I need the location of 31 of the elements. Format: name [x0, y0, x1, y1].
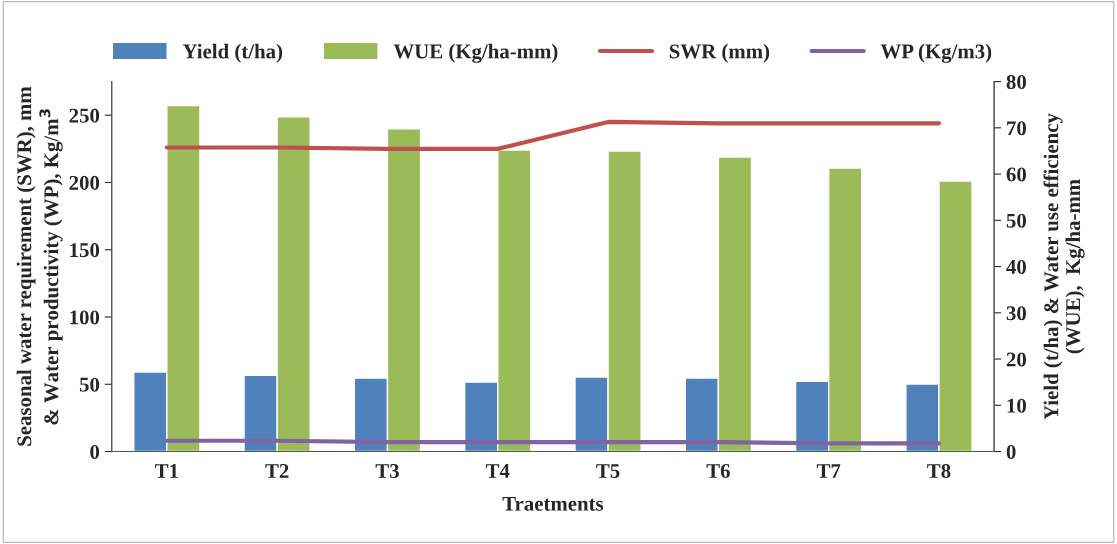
x-tick-label: T7 [816, 464, 841, 478]
y-axis-title: Seasonal water requirement (SWR), mm & Water productivity (WP), Kg/m$^{3}$ [16, 86, 63, 446]
y2-tick-label: 20 [1006, 352, 1026, 367]
y2-tick-label: 70 [1007, 121, 1026, 136]
y-tick-label: 100 [70, 310, 100, 325]
y2-tick-label: 30 [1006, 306, 1026, 321]
x-tick-label: T2 [265, 463, 289, 478]
x-tick-label: T1 [155, 464, 178, 478]
y-tick-label: 0 [90, 444, 100, 459]
y2-tick-label: 50 [1006, 213, 1026, 228]
x-tick-label: T3 [375, 463, 399, 478]
y-tick-label: 150 [70, 243, 100, 258]
legend-label: WP (Kg/m3) [880, 43, 992, 63]
x-axis-title: Traetments [502, 496, 604, 511]
y2-tick-label: 80 [1006, 74, 1026, 90]
x-tick-label: T6 [706, 463, 730, 478]
x-tick-label: T5 [596, 464, 620, 478]
y2-axis-title: Yield (t/ha) & Water use efficiency (WUE), Kg/ha-mm [1043, 113, 1085, 420]
y-tick-label: 200 [69, 175, 100, 190]
x-tick-label: T8 [927, 463, 951, 478]
x-tick-label: T4 [485, 464, 510, 478]
y2-tick-label: 10 [1007, 398, 1026, 413]
legend-label: Yield (t/ha) [182, 43, 283, 63]
y-tick-label: 50 [79, 377, 100, 392]
y2-tick-label: 0 [1006, 444, 1016, 459]
y2-tick-label: 40 [1006, 259, 1026, 274]
legend-label: SWR (mm) [669, 43, 770, 63]
line-series [164, 119, 942, 151]
y2-tick-label: 60 [1006, 167, 1026, 182]
legend-label: WUE (Kg/ha-mm) [393, 43, 558, 63]
y-tick-label: 250 [69, 108, 100, 123]
